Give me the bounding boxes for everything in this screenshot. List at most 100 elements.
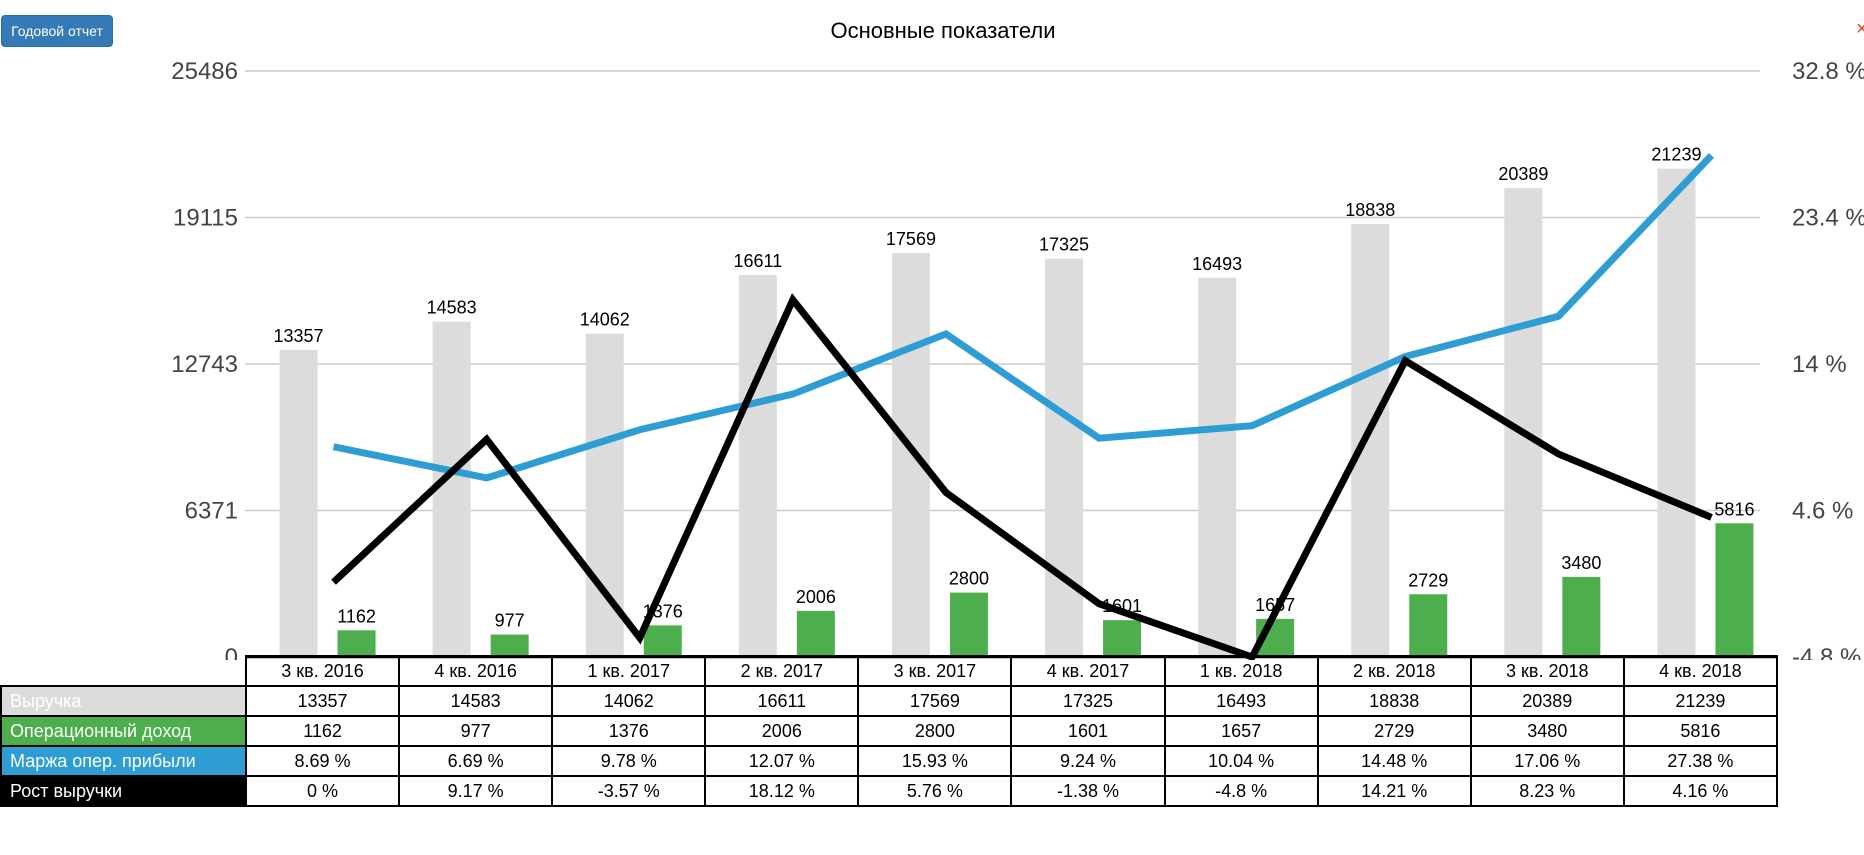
table-cell: 13357 bbox=[244, 685, 401, 717]
table-cell: 1601 bbox=[1010, 715, 1166, 747]
table-cell: 10.04 % bbox=[1163, 745, 1319, 777]
operating-income-bar bbox=[1409, 594, 1448, 657]
table-cell: 14062 bbox=[551, 685, 707, 717]
table-cell: 21239 bbox=[1622, 685, 1778, 717]
revenue-bar bbox=[1351, 223, 1390, 657]
right-axis-tick-label: 4.6 % bbox=[1792, 498, 1853, 525]
chart-title: Основные показатели bbox=[830, 18, 1055, 43]
operating-income-bar-label: 2006 bbox=[796, 587, 836, 607]
table-cell: 0 % bbox=[244, 775, 401, 807]
table-column-header: 4 кв. 2018 bbox=[1622, 655, 1778, 687]
table-column-header: 4 кв. 2017 bbox=[1010, 655, 1166, 687]
table-cell: 14.21 % bbox=[1316, 775, 1472, 807]
table-cell: -3.57 % bbox=[551, 775, 707, 807]
table-cell: 15.93 % bbox=[857, 745, 1013, 777]
revenue-bar-label: 16493 bbox=[1192, 254, 1242, 274]
table-cell: 9.17 % bbox=[398, 775, 554, 807]
revenue-bar-label: 21239 bbox=[1651, 145, 1701, 165]
table-row: Операционный доход 1162 977 1376 2006 2800 160… bbox=[0, 715, 1778, 747]
table-row-label: Операционный доход bbox=[0, 715, 247, 747]
right-axis-tick-label: 23.4 % bbox=[1792, 205, 1864, 232]
table-cell: -4.8 % bbox=[1163, 775, 1319, 807]
table-cell: 4.16 % bbox=[1622, 775, 1778, 807]
table-column-header: 1 кв. 2017 bbox=[551, 655, 707, 687]
revenue-bar-label: 20389 bbox=[1498, 164, 1548, 184]
operating-income-bar bbox=[337, 630, 376, 657]
revenue-bar-label: 18838 bbox=[1345, 200, 1395, 220]
annual-report-button[interactable]: Годовой отчет bbox=[1, 15, 113, 47]
left-axis-tick-label: 12743 bbox=[171, 351, 238, 378]
right-axis-tick-label: -4.8 % bbox=[1792, 644, 1861, 660]
table-cell: 2729 bbox=[1316, 715, 1472, 747]
table-header-row: 3 кв. 2016 4 кв. 2016 1 кв. 2017 2 кв. 2017… bbox=[1, 655, 1778, 687]
revenue-bar-label: 17569 bbox=[886, 229, 936, 249]
table-column-header: 3 кв. 2016 bbox=[244, 655, 401, 687]
table-row: Выручка 13357 14583 14062 16611 17569 17325 164… bbox=[0, 685, 1778, 717]
operating-income-bar bbox=[796, 610, 835, 657]
revenue-bar bbox=[1657, 168, 1696, 657]
table-cell: 2006 bbox=[704, 715, 860, 747]
left-axis-tick-label: 19115 bbox=[173, 205, 238, 232]
table-cell: 5816 bbox=[1622, 715, 1778, 747]
operating-income-bar-label: 1162 bbox=[337, 606, 376, 626]
operating-income-bar-label: 3480 bbox=[1561, 553, 1601, 573]
table-cell: 9.78 % bbox=[551, 745, 707, 777]
table-cell: 977 bbox=[398, 715, 554, 747]
table-cell: 9.24 % bbox=[1010, 745, 1166, 777]
operating-margin-line bbox=[332, 153, 1714, 482]
operating-income-bar-label: 977 bbox=[495, 611, 525, 631]
table-column-header: 3 кв. 2018 bbox=[1469, 655, 1625, 687]
revenue-growth-line bbox=[331, 293, 1713, 660]
operating-income-bar-label: 5816 bbox=[1714, 499, 1754, 519]
table-cell: 20389 bbox=[1469, 685, 1625, 717]
revenue-bar bbox=[585, 333, 624, 657]
table-cell: 16611 bbox=[704, 685, 860, 717]
table-cell: 5.76 % bbox=[857, 775, 1013, 807]
table-cell: 14.48 % bbox=[1316, 745, 1472, 777]
right-axis-tick-label: 14 % bbox=[1792, 351, 1847, 378]
table-cell: -1.38 % bbox=[1010, 775, 1166, 807]
revenue-bar-label: 16611 bbox=[733, 251, 782, 271]
revenue-bar bbox=[891, 253, 930, 657]
operating-income-bar bbox=[490, 634, 529, 657]
operating-income-bar bbox=[1562, 576, 1601, 657]
table-column-header: 4 кв. 2016 bbox=[398, 655, 554, 687]
table-cell: 1162 bbox=[244, 715, 401, 747]
table-row-label: Маржа опер. прибыли bbox=[0, 745, 247, 777]
operating-income-bar-label: 2729 bbox=[1408, 570, 1448, 590]
table-cell: 17569 bbox=[857, 685, 1013, 717]
table-cell: 3480 bbox=[1469, 715, 1625, 747]
table-column-header: 2 кв. 2018 bbox=[1316, 655, 1472, 687]
table-cell: 1376 bbox=[551, 715, 707, 747]
table-cell: 2800 bbox=[857, 715, 1013, 747]
revenue-bar bbox=[279, 349, 318, 657]
table-cell: 17.06 % bbox=[1469, 745, 1625, 777]
operating-income-bar bbox=[1103, 620, 1142, 657]
table-column-header: 2 кв. 2017 bbox=[704, 655, 860, 687]
table-cell: 18.12 % bbox=[704, 775, 860, 807]
table-row: Маржа опер. прибыли 8.69 % 6.69 % 9.78 % 12.… bbox=[0, 745, 1778, 777]
operating-income-bar bbox=[1715, 523, 1754, 657]
table-cell: 14583 bbox=[398, 685, 554, 717]
revenue-bar bbox=[1198, 277, 1237, 657]
table-row: Рост выручки 0 % 9.17 % -3.57 % 18.12 % 5.76 … bbox=[0, 775, 1778, 807]
table-row-label: Рост выручки bbox=[0, 775, 247, 807]
operating-income-bar bbox=[643, 625, 682, 657]
left-axis-tick-label: 25486 bbox=[171, 58, 238, 85]
data-table: 3 кв. 2016 4 кв. 2016 1 кв. 2017 2 кв. 2017… bbox=[0, 655, 1778, 807]
table-corner-cell bbox=[1, 656, 246, 686]
table-cell: 6.69 % bbox=[398, 745, 554, 777]
chart: Основные показатели 0 -4.8 % 6371 4.6 % 1274… bbox=[171, 18, 1864, 660]
table-cell: 8.23 % bbox=[1469, 775, 1625, 807]
revenue-bar bbox=[1045, 258, 1084, 657]
operating-income-bar-label: 2800 bbox=[949, 569, 989, 589]
right-axis-tick-label: 32.8 % bbox=[1792, 58, 1864, 85]
revenue-bar-label: 14062 bbox=[580, 310, 630, 330]
table-row-label: Выручка bbox=[0, 685, 247, 717]
table-cell: 27.38 % bbox=[1622, 745, 1778, 777]
left-axis-tick-label: 6371 bbox=[185, 498, 238, 525]
operating-income-bar bbox=[949, 592, 988, 657]
table-column-header: 1 кв. 2018 bbox=[1163, 655, 1319, 687]
close-icon[interactable]: × bbox=[1856, 18, 1864, 40]
revenue-bar-label: 17325 bbox=[1039, 235, 1089, 255]
